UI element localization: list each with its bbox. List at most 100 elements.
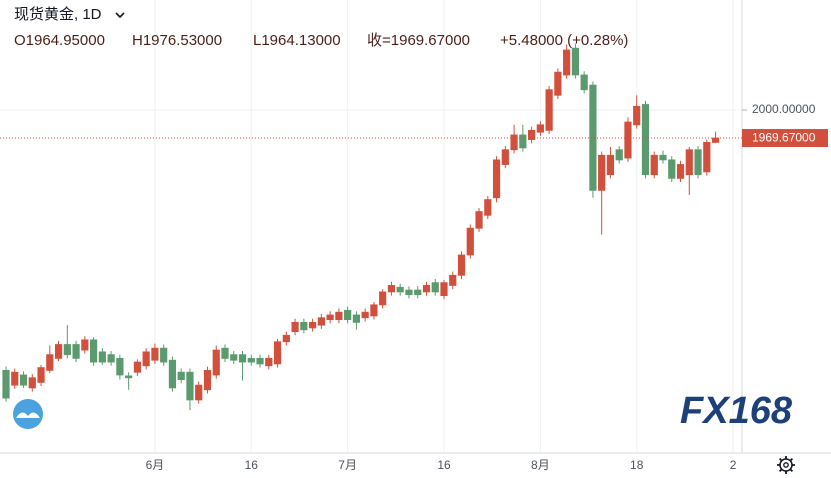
candle-body: [11, 371, 19, 386]
candle: [484, 195, 492, 219]
x-tick-label: 7月: [338, 458, 357, 472]
candle-body: [501, 149, 509, 165]
candle-body: [247, 357, 255, 363]
candle-body: [265, 357, 273, 367]
candle-body: [659, 154, 667, 161]
candle: [116, 354, 124, 380]
last-price-label: 1969.67000: [752, 131, 816, 145]
dropdown-chevron[interactable]: [115, 12, 125, 19]
candle: [230, 350, 238, 364]
candle-body: [440, 282, 448, 296]
candle: [571, 43, 580, 79]
ohlc-value: +5.48000 (+0.28%): [500, 32, 628, 49]
candle-body: [151, 347, 159, 361]
candle: [256, 354, 264, 368]
candle-body: [676, 164, 685, 179]
candle: [81, 336, 89, 354]
candle-body: [379, 291, 387, 306]
candle-body: [711, 137, 720, 143]
logo-icon[interactable]: [13, 399, 43, 429]
candle-body: [528, 129, 536, 140]
ohlc-value: O1964.95000: [14, 32, 105, 49]
candle-body: [361, 311, 369, 319]
candle: [300, 318, 308, 334]
candle-body: [256, 357, 264, 365]
candle: [641, 100, 650, 179]
x-tick-label: 6月: [146, 458, 165, 472]
candle-body: [28, 377, 36, 389]
candle: [151, 343, 159, 364]
candle-body: [37, 367, 45, 383]
candle: [203, 366, 212, 394]
candle: [11, 368, 19, 389]
candle: [2, 366, 10, 402]
candle-body: [308, 321, 317, 329]
x-tick-label: 16: [437, 458, 451, 472]
candle-body: [125, 375, 133, 379]
candle: [352, 311, 361, 330]
candle: [273, 338, 282, 368]
candle: [510, 124, 518, 154]
candle: [528, 126, 536, 144]
candle: [326, 311, 334, 324]
candle-body: [335, 311, 343, 321]
candle: [291, 318, 299, 336]
candle-body: [90, 339, 98, 363]
candle: [396, 283, 404, 296]
settings-button[interactable]: [777, 456, 795, 474]
watermark: FX168: [680, 390, 793, 432]
candle: [624, 117, 632, 162]
candle-body: [291, 321, 299, 333]
candle: [668, 156, 676, 183]
candle: [422, 281, 431, 296]
candle: [615, 146, 623, 164]
candle: [598, 151, 606, 235]
candle: [160, 344, 168, 366]
candle: [54, 340, 63, 362]
candle: [186, 368, 194, 411]
x-tick-label: 8月: [531, 458, 550, 472]
candle: [536, 121, 544, 136]
gear-hub: [783, 462, 789, 468]
candle: [431, 278, 439, 296]
candle: [606, 146, 615, 179]
candle: [72, 340, 80, 363]
candle-body: [484, 199, 492, 216]
candle-body: [212, 349, 220, 376]
candle: [361, 308, 369, 322]
overlay: 2000.00000 6月 16 7月 16 8月 18 2 1969.67000: [0, 102, 828, 472]
candle-body: [370, 304, 378, 317]
candle-body: [186, 371, 194, 401]
ohlc-value: L1964.13000: [253, 32, 341, 49]
candle: [711, 131, 720, 144]
candle-body: [230, 354, 238, 361]
candle-body: [668, 159, 676, 179]
candle: [449, 271, 457, 290]
candle: [177, 368, 185, 384]
x-tick-label: 2: [730, 458, 737, 472]
candle: [633, 95, 641, 129]
candle: [545, 86, 553, 135]
candle: [676, 160, 685, 183]
candle: [90, 337, 98, 366]
candle: [405, 286, 413, 299]
candle: [563, 44, 571, 79]
candle: [247, 354, 255, 366]
candle-body: [492, 159, 501, 199]
candle-body: [98, 351, 106, 363]
candle-body: [81, 339, 89, 351]
candle-body: [554, 71, 562, 96]
candle-body: [54, 344, 63, 359]
candle: [265, 354, 273, 370]
candle: [195, 381, 203, 404]
ohlc-value: 收=1969.67000: [367, 32, 470, 49]
candle-body: [615, 149, 623, 161]
candle-body: [177, 371, 185, 381]
candle: [125, 372, 133, 390]
candle-body: [282, 334, 290, 343]
logo-wave: [16, 412, 40, 418]
candle-body: [475, 211, 483, 229]
candle-body: [571, 47, 580, 76]
